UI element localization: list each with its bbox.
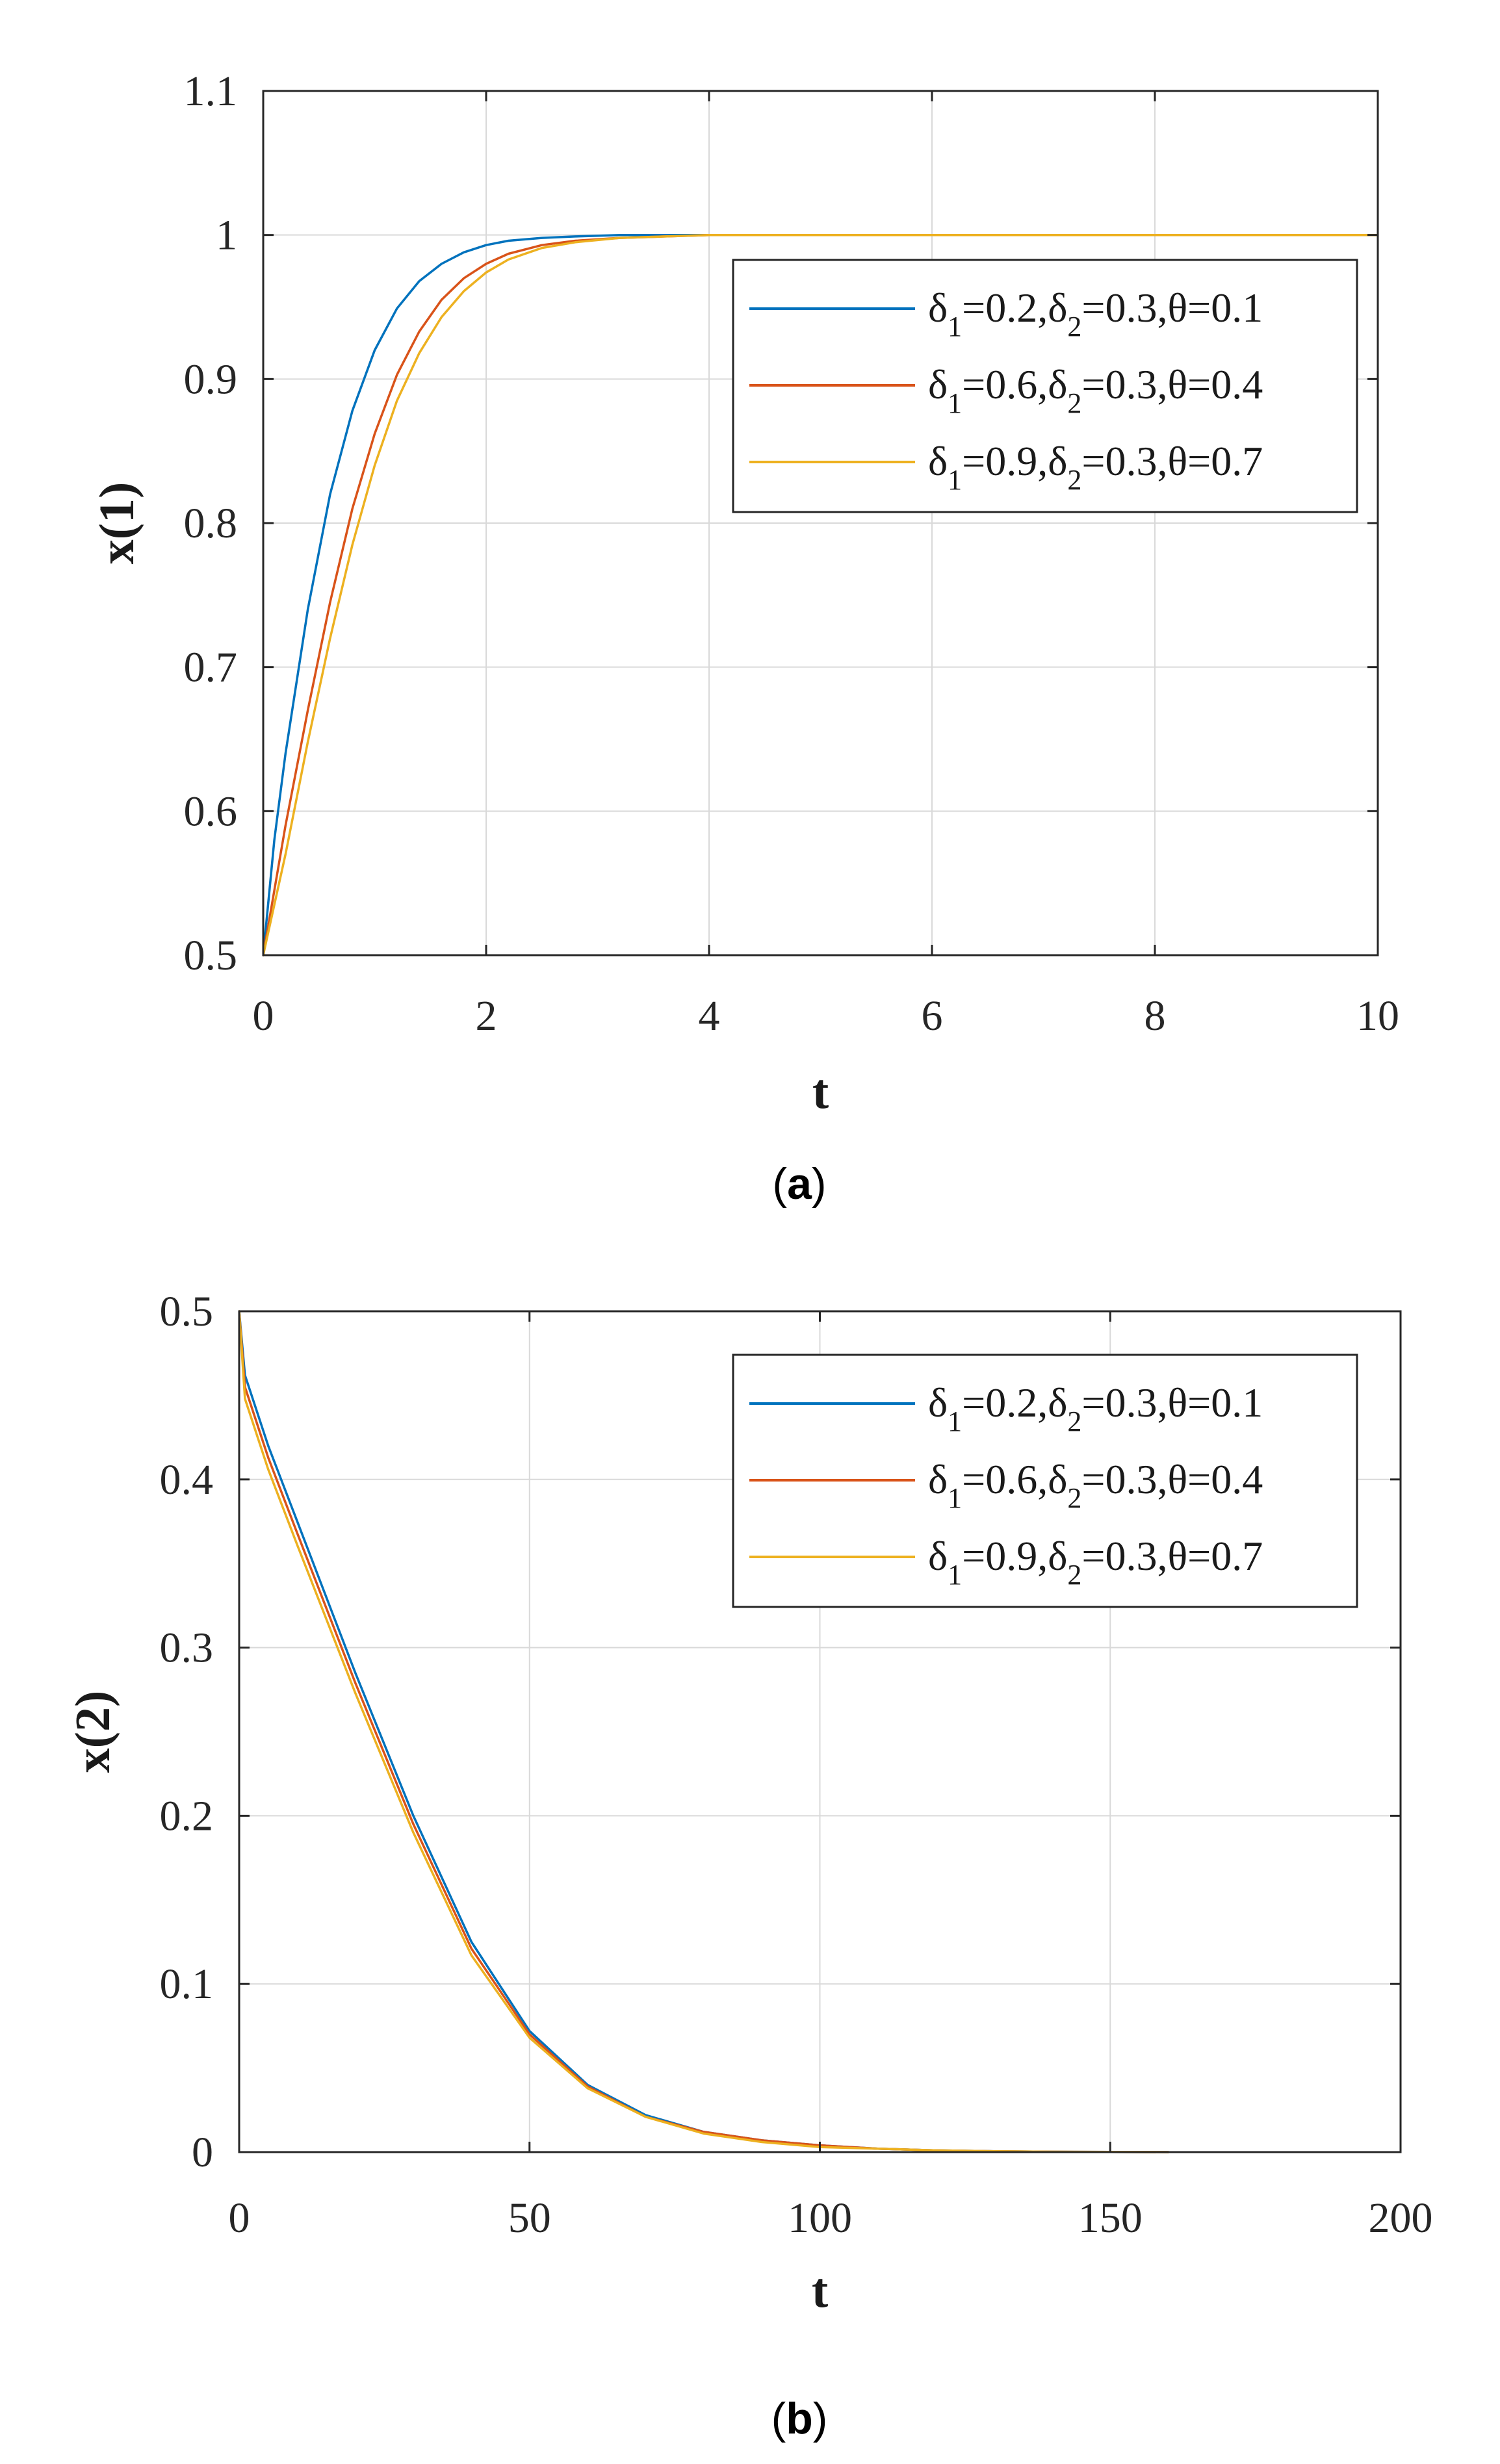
panel-b-x-tick-label: 50: [508, 2194, 551, 2242]
panel-a-x-tick-label: 2: [476, 992, 497, 1040]
panel-a-x-tick-label: 8: [1144, 992, 1166, 1040]
panel-b-ticks: 0 50 100 150 200 0 0.1 0.2 0.3 0.4 0.5: [160, 1288, 1433, 2242]
panel-b-y-tick-label: 0.1: [160, 1960, 214, 2008]
panel-b-x-axis-title: t: [812, 2263, 828, 2318]
panel-a-y-tick-label: 0.7: [184, 644, 238, 691]
panel-a-x-tick-label: 0: [253, 992, 274, 1040]
panel-a-y-tick-label: 1.1: [184, 68, 238, 115]
panel-b-legend-label-1: δ1=0.2,δ2=0.3,θ=0.1: [928, 1380, 1263, 1437]
panel-a-caption: (a): [772, 1159, 826, 1209]
panel-a-y-tick-label: 0.9: [184, 355, 238, 403]
panel-b-y-tick-label: 0: [192, 2129, 213, 2176]
panel-b-legend: δ1=0.2,δ2=0.3,θ=0.1 δ1=0.6,δ2=0.3,θ=0.4 δ1…: [732, 1354, 1358, 1608]
panel-a-x-tick-label: 10: [1356, 992, 1399, 1040]
panel-b-y-tick-label: 0.2: [160, 1792, 214, 1840]
panel-b-x-tick-label: 0: [229, 2194, 250, 2242]
panel-a-legend-label-3: δ1=0.9,δ2=0.3,θ=0.7: [928, 438, 1263, 496]
panel-b-x-tick-label: 200: [1369, 2194, 1433, 2242]
panel-b-x-tick-label: 150: [1078, 2194, 1143, 2242]
panel-b-y-axis-title: x(2): [66, 1691, 120, 1773]
panel-a-y-axis-title: x(1): [90, 482, 144, 565]
panel-a-x-tick-label: 6: [922, 992, 943, 1040]
panel-a-legend: δ1=0.2,δ2=0.3,θ=0.1 δ1=0.6,δ2=0.3,θ=0.4 δ1…: [732, 259, 1358, 513]
panel-a-y-tick-label: 0.8: [184, 500, 238, 547]
panel-a-y-tick-label: 0.6: [184, 788, 238, 835]
panel-b-x-tick-label: 100: [788, 2194, 852, 2242]
panel-a-legend-label-2: δ1=0.6,δ2=0.3,θ=0.4: [928, 361, 1263, 419]
panel-a-y-tick-label: 1: [216, 212, 237, 259]
panel-a-legend-label-1: δ1=0.2,δ2=0.3,θ=0.1: [928, 285, 1263, 342]
panel-a-series-3-line: [263, 233, 1378, 956]
panel-b-y-tick-label: 0.4: [160, 1456, 214, 1504]
panel-b-y-tick-label: 0.5: [160, 1288, 214, 1335]
panel-b-legend-label-2: δ1=0.6,δ2=0.3,θ=0.4: [928, 1456, 1263, 1514]
panel-a-y-tick-label: 0.5: [184, 932, 238, 979]
panel-b-caption: (b): [771, 2394, 828, 2443]
panel-b-chart: 0 50 100 150 200 0 0.1 0.2 0.3 0.4 0.5 t x(2) δ1=0.2,…: [66, 1288, 1433, 2443]
panel-a-x-axis-title: t: [812, 1064, 829, 1119]
panel-b-legend-label-3: δ1=0.9,δ2=0.3,θ=0.7: [928, 1533, 1263, 1591]
panel-a-chart: 0 2 4 6 8 10 0.5 0.6 0.7 0.8 0.9 1 1.1 t x(1) δ1=0.2,δ2…: [90, 68, 1399, 1209]
panel-a-ticks: 0 2 4 6 8 10 0.5 0.6 0.7 0.8 0.9 1 1.1: [184, 68, 1400, 1040]
panel-a-x-tick-label: 4: [699, 992, 720, 1040]
panel-b-y-tick-label: 0.3: [160, 1624, 214, 1672]
panel-a-series-group: [263, 233, 1378, 956]
